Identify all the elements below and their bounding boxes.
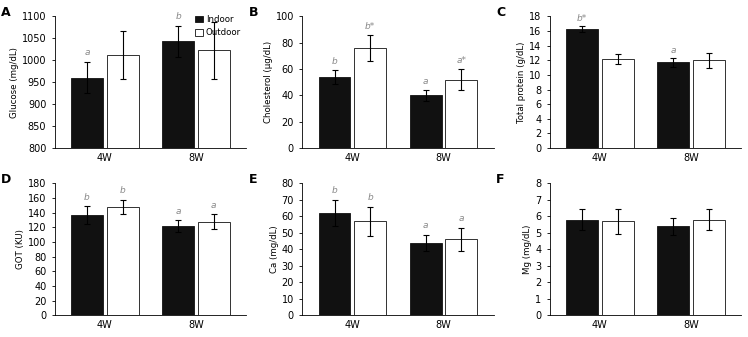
Bar <box>71 78 103 337</box>
Text: b: b <box>331 186 337 195</box>
Text: a: a <box>459 214 464 223</box>
Bar <box>657 226 689 315</box>
Bar <box>319 77 351 148</box>
Bar <box>354 48 386 148</box>
Bar <box>657 62 689 148</box>
Text: a: a <box>423 77 429 86</box>
Text: a: a <box>211 201 216 210</box>
Bar <box>445 80 477 148</box>
Text: a: a <box>85 48 90 57</box>
Bar <box>197 50 230 337</box>
Bar <box>410 95 441 148</box>
Text: E: E <box>248 173 257 186</box>
Bar <box>601 59 634 148</box>
Bar <box>693 60 725 148</box>
Text: b: b <box>175 12 181 21</box>
Y-axis label: Mg (mg/dL): Mg (mg/dL) <box>524 225 533 274</box>
Bar <box>162 226 194 315</box>
Bar <box>197 221 230 315</box>
Text: a: a <box>176 207 181 216</box>
Text: F: F <box>496 173 505 186</box>
Text: b: b <box>120 186 126 195</box>
Text: b: b <box>85 193 90 202</box>
Text: b: b <box>367 193 373 202</box>
Text: b: b <box>331 57 337 66</box>
Y-axis label: Glucose (mg/dL): Glucose (mg/dL) <box>10 47 19 118</box>
Y-axis label: Total protein (g/dL): Total protein (g/dL) <box>517 41 526 123</box>
Text: D: D <box>1 173 11 186</box>
Bar <box>445 240 477 315</box>
Bar <box>162 41 194 337</box>
Bar <box>71 215 103 315</box>
Bar <box>601 221 634 315</box>
Bar <box>566 220 598 315</box>
Bar <box>107 207 138 315</box>
Bar <box>354 221 386 315</box>
Y-axis label: Cholesterol (μg/dL): Cholesterol (μg/dL) <box>264 41 273 123</box>
Bar <box>410 243 441 315</box>
Text: C: C <box>496 6 505 19</box>
Text: a: a <box>423 221 429 229</box>
Legend: Indoor, Outdoor: Indoor, Outdoor <box>194 14 242 38</box>
Bar <box>566 29 598 148</box>
Y-axis label: GOT (KU): GOT (KU) <box>16 229 25 269</box>
Text: b*: b* <box>365 22 375 31</box>
Text: b*: b* <box>577 14 587 23</box>
Bar <box>107 55 138 337</box>
Text: a*: a* <box>456 56 466 65</box>
Bar <box>319 213 351 315</box>
Y-axis label: Ca (mg/dL): Ca (mg/dL) <box>270 225 279 273</box>
Text: a: a <box>670 46 676 55</box>
Bar <box>693 220 725 315</box>
Text: B: B <box>248 6 258 19</box>
Text: A: A <box>1 6 10 19</box>
